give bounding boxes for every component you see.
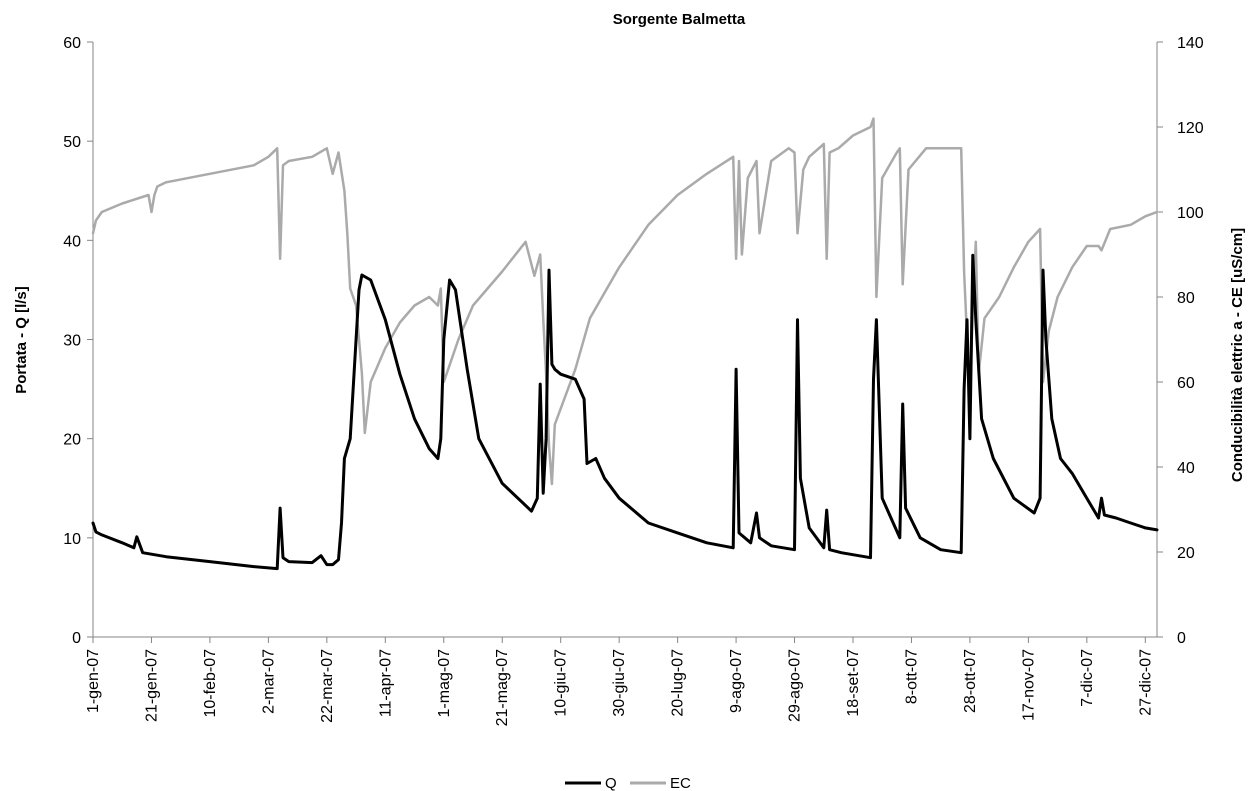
x-tick-label: 18-set-07 <box>845 649 862 717</box>
y-tick-label-right: 140 <box>1177 35 1204 52</box>
series-layer <box>91 117 1159 571</box>
x-tick-label: 9-ago-07 <box>728 649 745 713</box>
x-tick-label: 2-mar-07 <box>260 649 277 714</box>
y-tick-label-left: 30 <box>63 333 81 350</box>
x-tick-label: 10-giu-07 <box>553 649 570 717</box>
x-tick-label: 1-mag-07 <box>436 649 453 718</box>
y-tick-label-left: 0 <box>72 630 81 647</box>
chart-title: Sorgente Balmetta <box>613 11 746 28</box>
series-line-q <box>91 253 1159 571</box>
legend-label-ec: EC <box>670 775 691 791</box>
y-tick-label-right: 20 <box>1177 545 1195 562</box>
x-tick-label: 30-giu-07 <box>611 649 628 717</box>
x-tick-label: 11-apr-07 <box>377 649 394 717</box>
y-tick-label-right: 60 <box>1177 375 1195 392</box>
x-tick-label: 22-mar-07 <box>319 649 336 723</box>
y-tick-label-right: 80 <box>1177 290 1195 307</box>
ticks: 0 10 20 30 40 50 60 0 20 40 60 80 100 120 140 1-gen-07 2… <box>63 35 1204 726</box>
y-tick-label-right: 120 <box>1177 120 1204 137</box>
y-tick-label-left: 50 <box>63 134 81 151</box>
x-tick-label: 1-gen-07 <box>85 649 102 713</box>
x-tick-label: 8-ott-07 <box>903 649 920 704</box>
x-tick-label: 7-dic-07 <box>1079 649 1096 707</box>
x-tick-label: 17-nov-07 <box>1020 649 1037 721</box>
y-axis-title-right: Conducibilità elettric a - CE [uS/cm] <box>1229 228 1246 482</box>
y-tick-label-right: 100 <box>1177 205 1204 222</box>
x-tick-label: 10-feb-07 <box>202 649 219 718</box>
y-tick-label-left: 10 <box>63 531 81 548</box>
y-tick-label-left: 60 <box>63 35 81 52</box>
x-tick-label: 21-mag-07 <box>494 649 511 726</box>
legend-label-q: Q <box>605 775 617 791</box>
y-tick-label-right: 40 <box>1177 460 1195 477</box>
axes <box>92 42 1158 638</box>
x-tick-label: 29-ago-07 <box>787 649 804 722</box>
series-line-ec <box>91 117 1159 486</box>
x-tick-label: 28-ott-07 <box>962 649 979 713</box>
y-tick-label-left: 20 <box>63 432 81 449</box>
y-tick-label-left: 40 <box>63 233 81 250</box>
y-tick-label-right: 0 <box>1177 630 1186 647</box>
x-tick-label: 27-dic-07 <box>1137 649 1154 716</box>
y-axis-title-left: Portata - Q [l/s] <box>13 286 30 394</box>
x-tick-label: 21-gen-07 <box>143 649 160 722</box>
legend: Q EC <box>565 775 691 791</box>
x-tick-label: 20-lug-07 <box>670 649 687 717</box>
